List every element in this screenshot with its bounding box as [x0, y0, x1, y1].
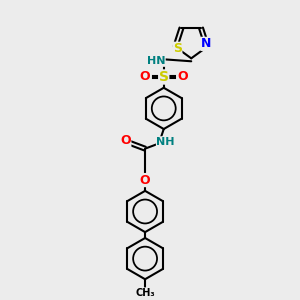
Text: CH₃: CH₃ [135, 288, 155, 298]
Text: O: O [140, 70, 150, 83]
Text: O: O [140, 174, 150, 187]
Text: HN: HN [147, 56, 165, 66]
Text: S: S [159, 70, 169, 84]
Text: S: S [173, 42, 182, 55]
Text: O: O [177, 70, 188, 83]
Text: NH: NH [157, 137, 175, 147]
Text: O: O [120, 134, 131, 147]
Text: N: N [201, 38, 211, 50]
